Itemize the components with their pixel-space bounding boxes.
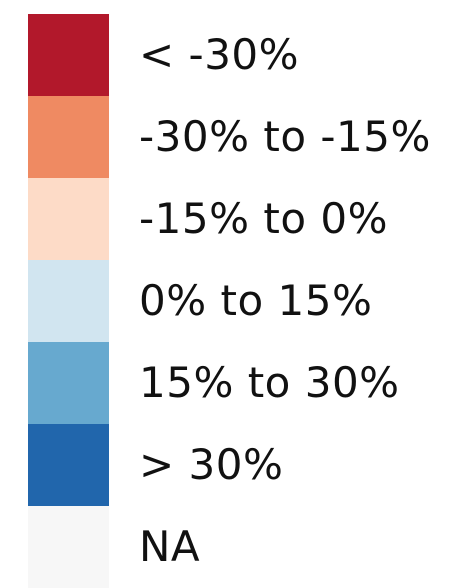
legend-label: -15% to 0% xyxy=(139,194,389,243)
legend-label: < -30% xyxy=(139,30,300,79)
legend-label: NA xyxy=(139,522,201,571)
legend-item-na: NA xyxy=(28,506,448,588)
color-legend: < -30% -30% to -15% -15% to 0% 0% to 15%… xyxy=(28,14,448,588)
legend-swatch xyxy=(28,424,109,506)
legend-swatch xyxy=(28,506,109,588)
legend-item-gt-30: > 30% xyxy=(28,424,448,506)
legend-item-lt-minus-30: < -30% xyxy=(28,14,448,96)
legend-item-minus-15-to-0: -15% to 0% xyxy=(28,178,448,260)
legend-swatch xyxy=(28,14,109,96)
legend-label: 0% to 15% xyxy=(139,276,373,325)
legend-swatch xyxy=(28,260,109,342)
legend-item-0-to-15: 0% to 15% xyxy=(28,260,448,342)
legend-label: > 30% xyxy=(139,440,284,489)
legend-item-15-to-30: 15% to 30% xyxy=(28,342,448,424)
legend-label: 15% to 30% xyxy=(139,358,400,407)
legend-swatch xyxy=(28,178,109,260)
legend-swatch xyxy=(28,342,109,424)
legend-swatch xyxy=(28,96,109,178)
legend-label: -30% to -15% xyxy=(139,112,431,161)
legend-item-minus-30-to-minus-15: -30% to -15% xyxy=(28,96,448,178)
